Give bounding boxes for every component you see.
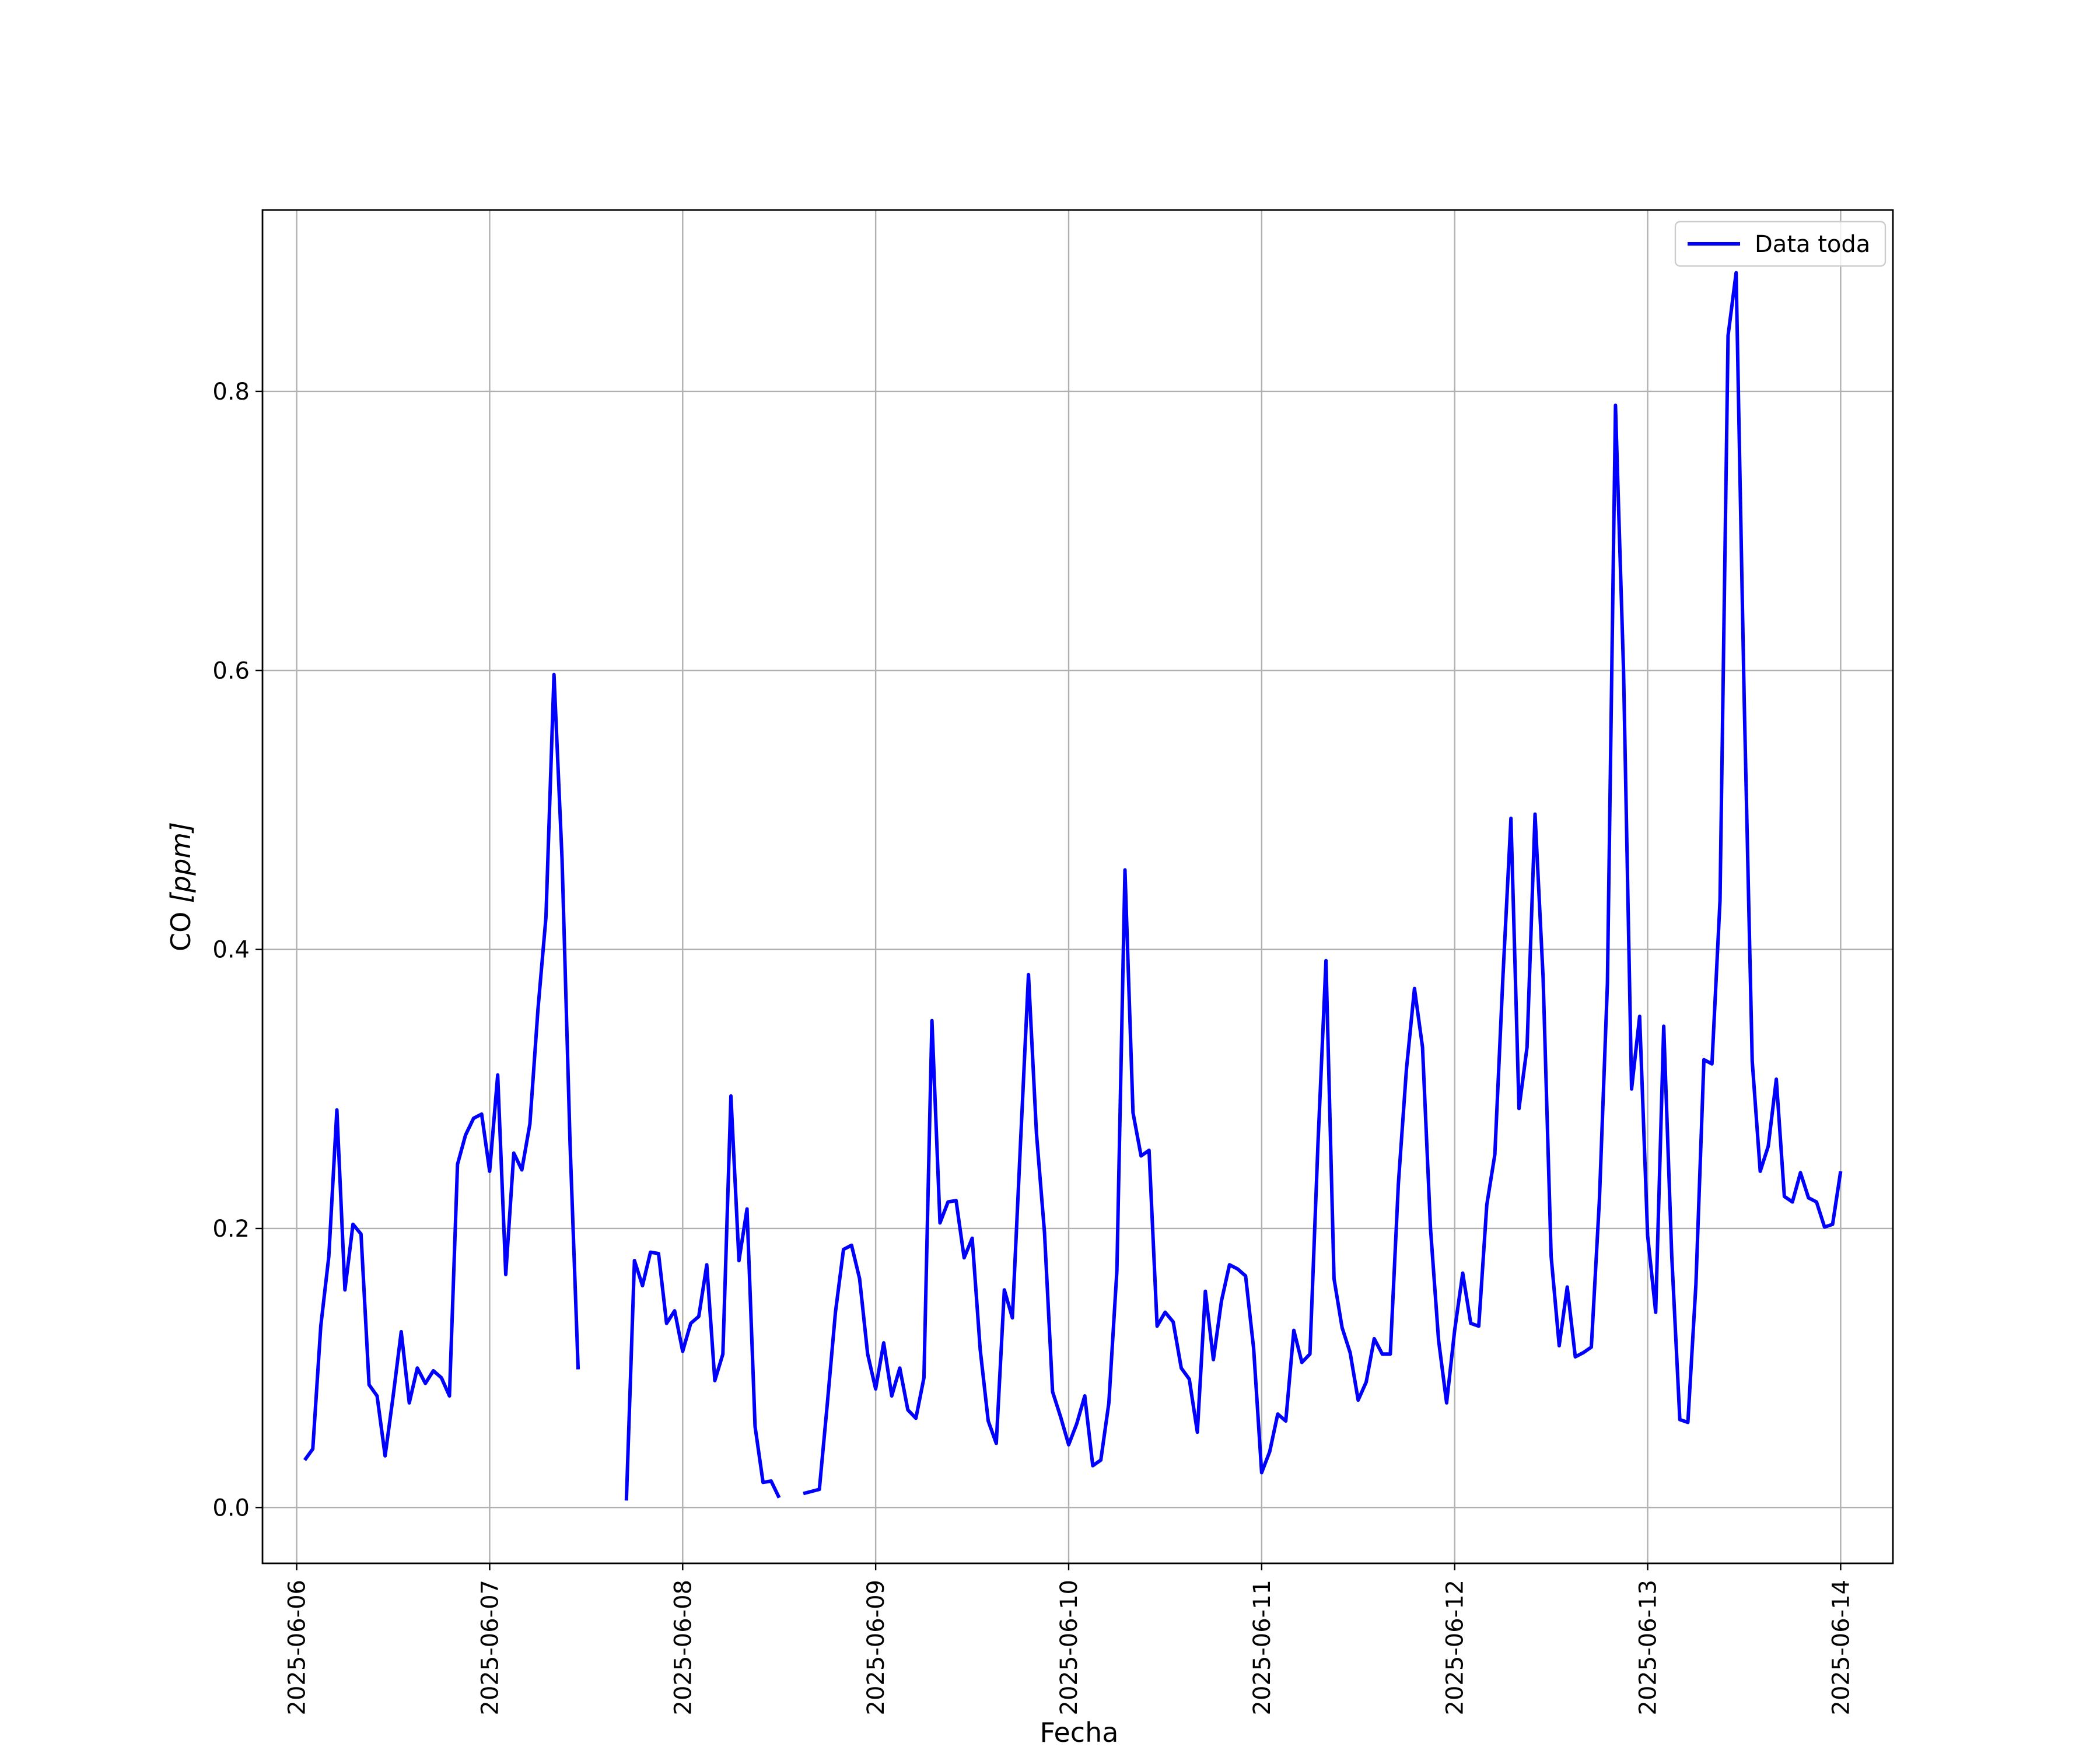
x-tick-label: 2025-06-11 <box>1249 1580 1276 1715</box>
grid <box>262 210 1893 1563</box>
x-tick-label: 2025-06-13 <box>1635 1580 1662 1715</box>
legend: Data toda <box>1674 220 1887 267</box>
x-tick-label: 2025-06-14 <box>1828 1580 1854 1715</box>
y-tick-label: 0.8 <box>212 379 250 405</box>
x-tick-label: 2025-06-09 <box>863 1580 890 1715</box>
x-tick-label: 2025-06-07 <box>477 1580 503 1715</box>
y-axis-title: CO [ppm] <box>165 822 197 951</box>
y-tick-label: 0.4 <box>212 937 250 964</box>
x-tick-label: 2025-06-12 <box>1442 1580 1469 1715</box>
legend-box <box>1674 220 1887 267</box>
x-tick-label: 2025-06-06 <box>284 1580 311 1715</box>
y-tick-label: 0.0 <box>212 1494 250 1521</box>
series-line-segment <box>803 271 1843 1496</box>
x-tick-label: 2025-06-08 <box>670 1580 696 1715</box>
y-tick-label: 0.2 <box>212 1216 250 1242</box>
x-axis-title: Fecha <box>1040 1717 1119 1748</box>
series-layer <box>303 271 1843 1501</box>
y-axis-ticks: 0.0 0.2 0.4 0.6 0.8 <box>212 379 262 1521</box>
x-axis-ticks: 2025-06-06 2025-06-07 2025-06-08 2025-06-09… <box>284 1563 1854 1715</box>
y-axis-title-main: CO <box>165 903 197 951</box>
y-tick-label: 0.6 <box>212 657 250 684</box>
plot-frame <box>261 209 1894 1564</box>
legend-label-data-toda: Data toda <box>1755 231 1870 258</box>
y-axis-title-unit: [ppm] <box>165 822 197 903</box>
series-line-segment <box>303 673 580 1461</box>
series-line-segment <box>624 1094 781 1501</box>
x-tick-label: 2025-06-10 <box>1056 1580 1083 1715</box>
